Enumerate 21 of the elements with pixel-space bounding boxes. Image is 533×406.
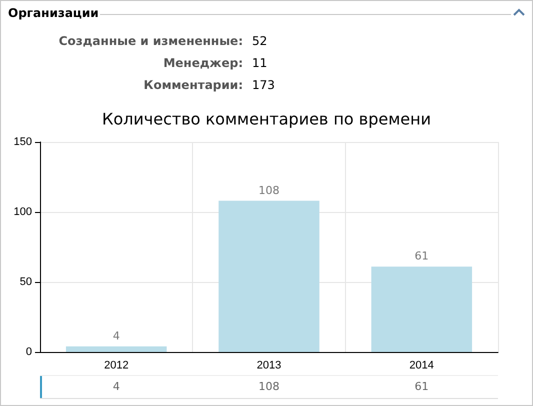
data-label: 108 (257, 379, 280, 395)
text: Комментарии: 173 (144, 77, 275, 94)
bar (218, 200, 320, 352)
text: Созданные и измененные: 52 (58, 33, 268, 50)
x-tick-label: 2012 (104, 360, 129, 372)
text: 61 (414, 250, 429, 263)
y-tick-label: 150 (14, 136, 32, 148)
bar (66, 346, 167, 352)
text: 4 (112, 329, 120, 342)
y-tick-label: 50 (20, 276, 32, 288)
text: Менеджер: 11 (163, 55, 268, 72)
bar (371, 266, 472, 352)
data-label: 61 (414, 379, 430, 395)
chart-title: Количество комментариев по времени (102, 110, 431, 128)
x-tick-label: 2013 (256, 360, 282, 372)
x-tick-label: 2014 (409, 360, 434, 372)
y-tick-label: 100 (14, 206, 32, 218)
text: 108 (258, 184, 280, 197)
data-label: 4 (112, 379, 121, 395)
y-tick-label: 0 (26, 346, 32, 358)
text: Организации (8, 6, 99, 20)
